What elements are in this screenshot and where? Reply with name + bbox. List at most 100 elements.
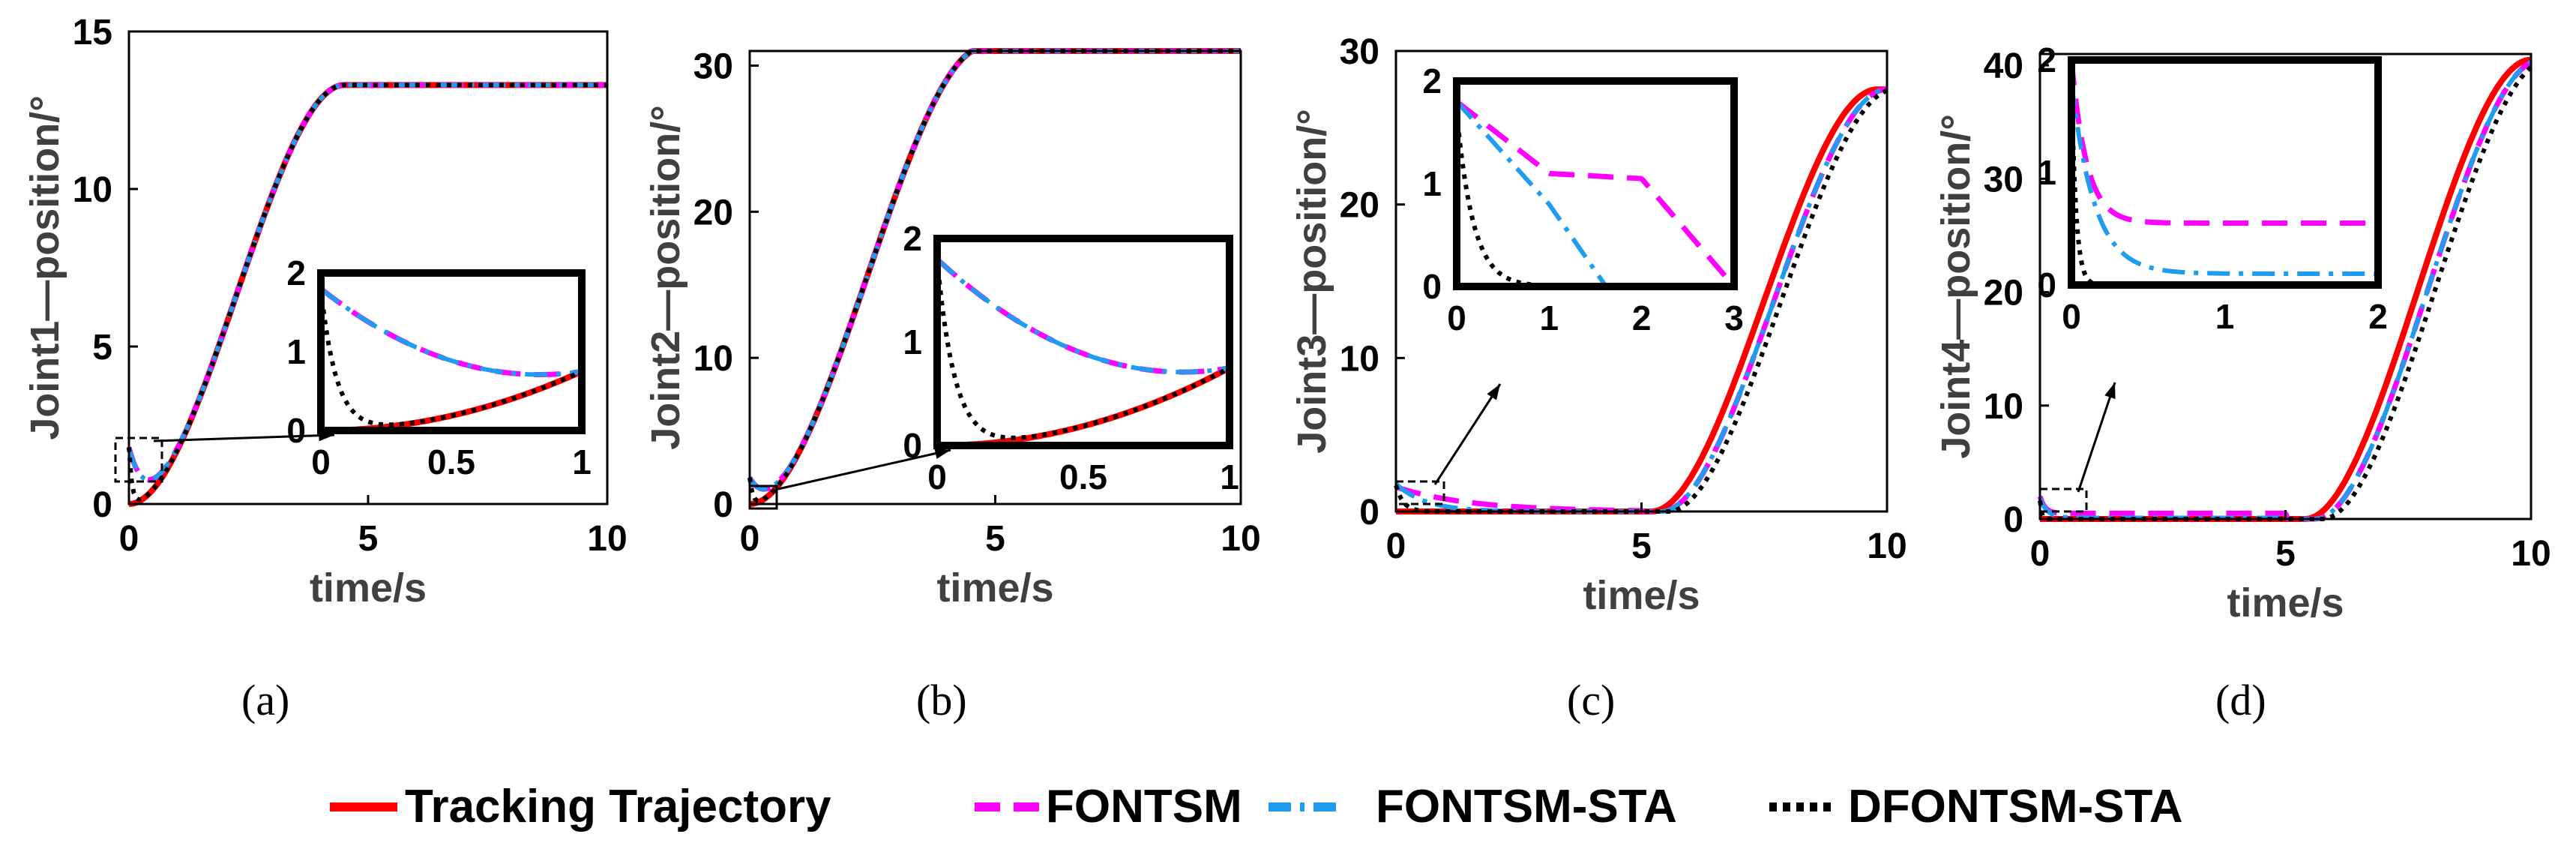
inset-y-tick-label: 2 — [2037, 40, 2056, 80]
y-tick-label: 30 — [1340, 32, 1379, 72]
x-tick-label: 0 — [2030, 534, 2050, 574]
y-tick-label: 15 — [73, 13, 112, 52]
x-tick-label: 0 — [119, 519, 139, 559]
inset-x-tick-label: 1 — [1220, 458, 1239, 496]
zoom-arrow — [153, 434, 335, 442]
y-tick-label: 0 — [92, 485, 112, 525]
zoom-region-box — [114, 436, 163, 483]
inset-x-tick-label: 0 — [1447, 298, 1466, 338]
zoom-region-box — [1394, 480, 1445, 506]
x-tick-label: 0 — [1386, 526, 1406, 566]
zoom-arrow-head — [934, 448, 951, 459]
inset-y-tick-label: 1 — [286, 332, 306, 371]
inset-plot: 0 0.5 1 0 1 2 — [286, 254, 591, 482]
inset-plot: 0 1 2 3 0 1 2 — [1422, 62, 1743, 338]
zoom-arrow — [2077, 382, 2116, 493]
y-tick-label: 30 — [693, 46, 733, 86]
x-tick-label: 10 — [587, 519, 627, 559]
x-tick-label: 0 — [740, 519, 760, 559]
y-tick-label: 10 — [1984, 387, 2023, 427]
x-tick-label: 10 — [1221, 519, 1260, 559]
series-line-dfontsm_sta — [127, 82, 607, 502]
inset-frame — [317, 269, 586, 434]
panel-label: (b) — [916, 676, 967, 724]
y-tick-label: 0 — [1359, 493, 1379, 532]
inset-y-tick-label: 0 — [1422, 267, 1442, 306]
series-line-fontsm_sta — [747, 49, 1241, 492]
y-tick-label: 20 — [693, 193, 733, 232]
inset-plot: 0 1 2 0 1 2 — [2037, 40, 2387, 336]
inset-series-line-fontsm — [1454, 99, 1736, 289]
zoom-arrow-head — [319, 430, 334, 442]
y-axis-label: Joint1—position/° — [22, 95, 67, 440]
inset-y-tick-label: 1 — [2037, 153, 2056, 192]
x-tick-label: 10 — [1867, 526, 1907, 566]
inset-background — [321, 273, 582, 430]
y-tick-label: 10 — [73, 170, 112, 210]
y-tick-label: 30 — [1984, 160, 2023, 200]
y-axis-label: Joint2—position/° — [643, 105, 688, 450]
y-tick-label: 20 — [1984, 274, 2023, 314]
inset-frame — [1453, 77, 1738, 290]
zoom-region-box — [748, 484, 778, 510]
x-axis-label: time/s — [936, 566, 1053, 610]
inset-y-tick-label: 2 — [286, 254, 306, 292]
inset-x-tick-label: 1 — [572, 442, 592, 482]
zoom-arrow-head — [1487, 384, 1500, 400]
inset-series-line-fontsm_sta — [935, 257, 1231, 375]
inset-background — [1457, 81, 1734, 286]
legend-label: Tracking Trajectory — [405, 781, 831, 832]
zoom-arrow — [777, 448, 951, 490]
zoom-arrow — [1433, 383, 1502, 485]
inset-x-tick-label: 0 — [927, 458, 947, 496]
inset-y-tick-label: 1 — [1422, 164, 1442, 203]
inset-x-tick-label: 0.5 — [427, 442, 475, 482]
x-tick-label: 10 — [2511, 534, 2551, 574]
inset-frame — [933, 235, 1233, 449]
inset-series-line-fontsm — [2068, 59, 2380, 226]
inset-x-tick-label: 2 — [1632, 298, 1652, 338]
inset-x-tick-label: 1 — [2215, 297, 2235, 336]
legend-label: FONTSM — [1046, 781, 1242, 832]
y-tick-label: 0 — [2003, 500, 2023, 540]
x-tick-label: 5 — [2275, 534, 2296, 574]
y-tick-label: 10 — [1340, 339, 1379, 379]
x-axis-label: time/s — [2227, 580, 2344, 626]
x-axis-label: time/s — [1583, 573, 1700, 618]
legend-label: DFONTSM-STA — [1848, 781, 2183, 832]
x-axis-label: time/s — [310, 566, 427, 610]
panel-label: (c) — [1567, 676, 1616, 724]
y-tick-label: 40 — [1984, 46, 2023, 86]
inset-x-tick-label: 0 — [2062, 297, 2081, 336]
inset-y-tick-label: 1 — [903, 322, 922, 362]
inset-y-tick-label: 2 — [903, 219, 922, 258]
inset-background — [2071, 60, 2378, 285]
x-tick-label: 5 — [358, 519, 379, 559]
y-tick-label: 5 — [92, 328, 112, 368]
inset-series-line-fontsm_sta — [319, 286, 583, 377]
x-tick-label: 5 — [985, 519, 1005, 559]
inset-x-tick-label: 0 — [311, 442, 331, 482]
x-tick-label: 5 — [1631, 526, 1652, 566]
inset-x-tick-label: 1 — [1540, 298, 1559, 338]
inset-x-tick-label: 3 — [1724, 298, 1744, 338]
y-tick-label: 10 — [693, 339, 733, 379]
series-line-fontsm_sta — [127, 82, 607, 482]
inset-background — [937, 238, 1230, 446]
inset-x-tick-label: 0.5 — [1059, 458, 1107, 496]
inset-x-tick-label: 2 — [2368, 297, 2388, 336]
zoom-arrow-head — [2104, 382, 2116, 399]
inset-y-tick-label: 0 — [286, 411, 306, 450]
y-tick-label: 0 — [713, 485, 733, 525]
inset-series-line-dfontsm_sta — [319, 288, 583, 428]
inset-y-tick-label: 0 — [2037, 266, 2056, 304]
y-axis-label: Joint4—position/° — [1933, 114, 1978, 459]
inset-frame — [2068, 56, 2382, 289]
inset-y-tick-label: 2 — [1422, 62, 1442, 100]
zoom-region-box — [2038, 488, 2088, 513]
